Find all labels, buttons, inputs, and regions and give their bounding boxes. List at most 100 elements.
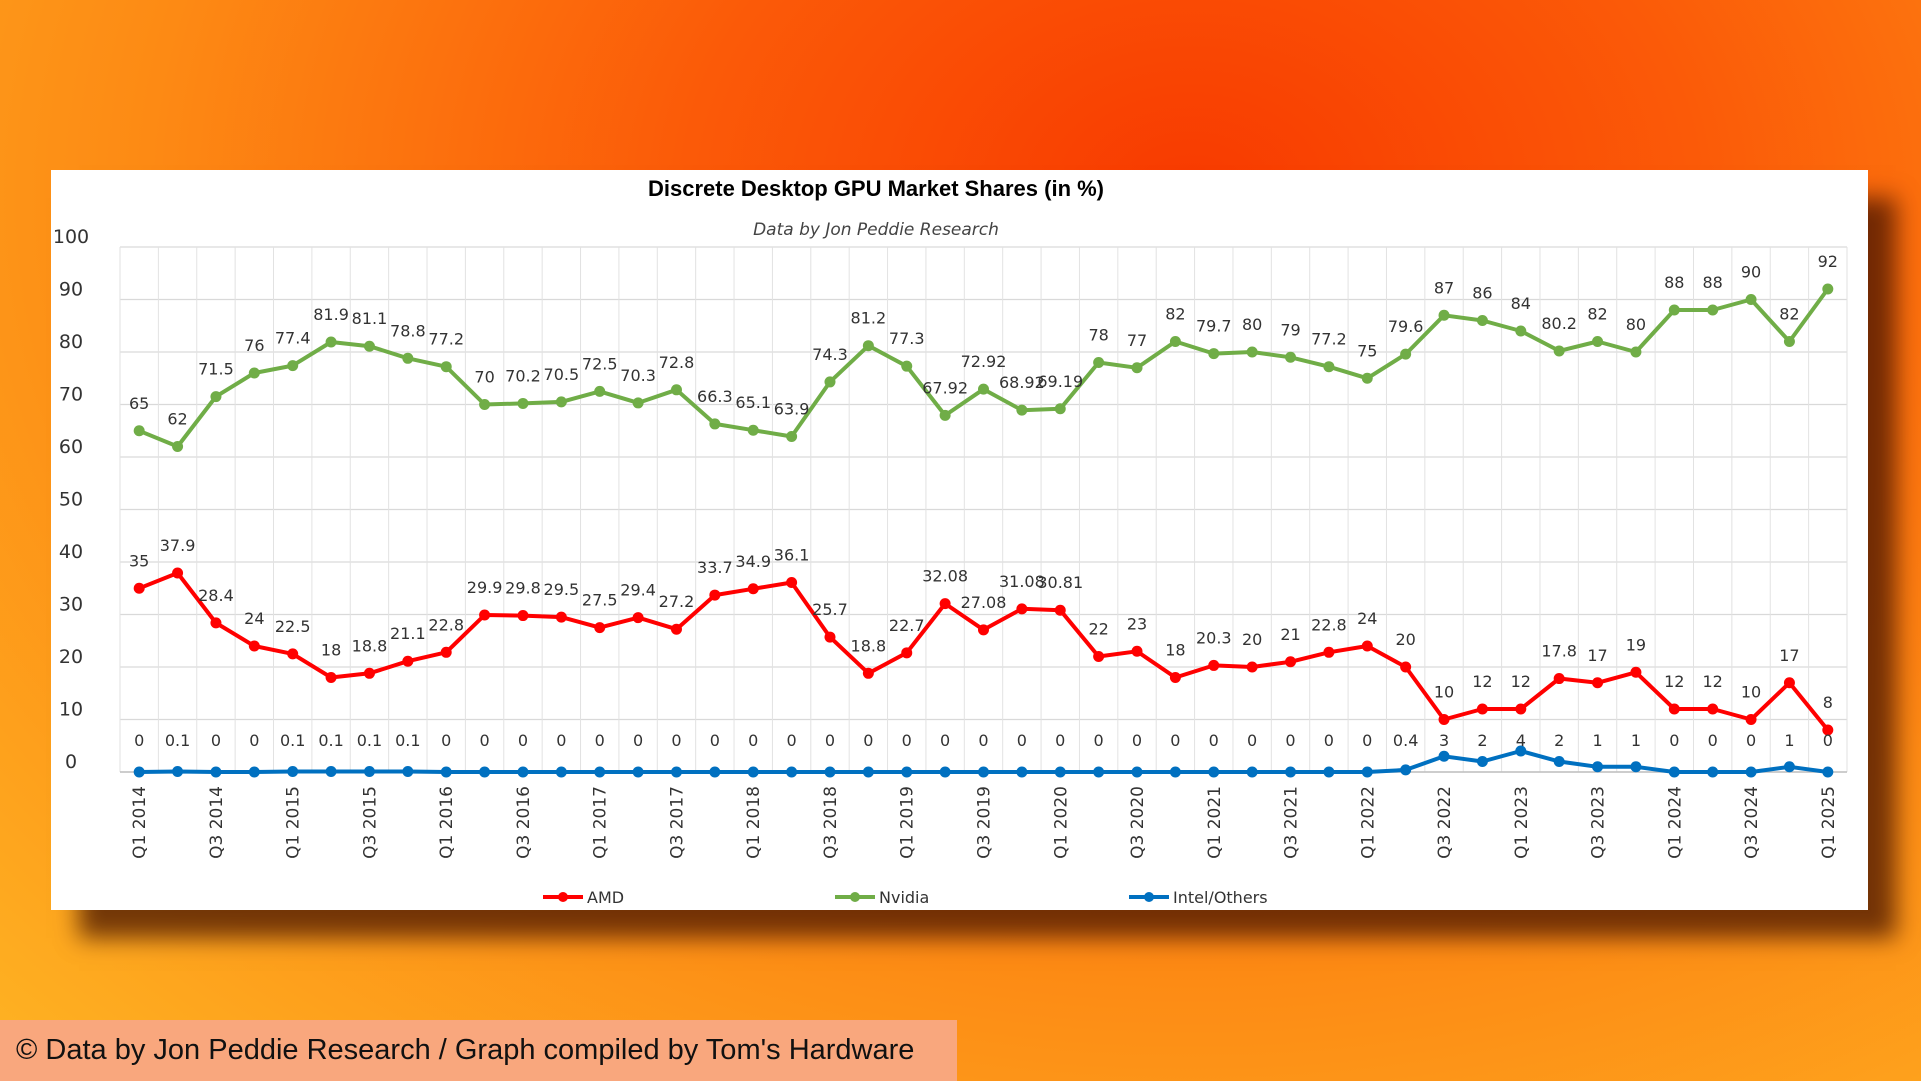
point-nvidia xyxy=(1016,404,1028,416)
data-label-intel-others: 0 xyxy=(1285,731,1295,750)
data-label-amd: 10 xyxy=(1434,683,1454,702)
data-label-intel-others: 0 xyxy=(978,731,988,750)
point-amd xyxy=(1822,724,1834,736)
data-label-amd: 22.8 xyxy=(1311,615,1347,634)
point-amd xyxy=(1361,640,1373,652)
point-intel-others xyxy=(1592,761,1604,773)
data-label-amd: 22.5 xyxy=(275,617,311,636)
data-label-amd: 28.4 xyxy=(198,586,234,605)
x-tick-label: Q3 2014 xyxy=(207,786,227,859)
point-nvidia xyxy=(1400,348,1412,360)
point-intel-others xyxy=(1169,766,1181,778)
data-label-nvidia: 66.3 xyxy=(697,387,733,406)
data-label-nvidia: 68.92 xyxy=(999,373,1045,392)
data-label-intel-others: 0.4 xyxy=(1393,731,1418,750)
data-label-amd: 35 xyxy=(129,551,149,570)
point-amd xyxy=(1515,703,1527,715)
data-label-amd: 18 xyxy=(321,641,341,660)
data-label-nvidia: 70.5 xyxy=(544,365,580,384)
data-label-intel-others: 0 xyxy=(518,731,528,750)
data-label-amd: 32.08 xyxy=(922,567,968,586)
point-nvidia xyxy=(978,383,989,395)
y-tick-label: 70 xyxy=(59,384,83,406)
point-amd xyxy=(1783,677,1795,689)
point-intel-others xyxy=(440,766,452,778)
point-nvidia xyxy=(901,360,913,372)
data-label-nvidia: 65 xyxy=(129,394,149,413)
point-nvidia xyxy=(1630,346,1642,358)
point-amd xyxy=(747,583,759,595)
point-amd xyxy=(555,611,567,623)
point-amd xyxy=(287,648,299,660)
point-intel-others xyxy=(1515,745,1527,757)
data-label-nvidia: 71.5 xyxy=(198,360,234,379)
data-label-amd: 29.9 xyxy=(467,578,503,597)
x-tick-label: Q1 2015 xyxy=(284,786,304,859)
point-amd xyxy=(632,612,644,624)
point-intel-others xyxy=(1131,766,1143,778)
x-tick-label: Q1 2021 xyxy=(1205,786,1225,859)
data-label-nvidia: 79.7 xyxy=(1196,317,1232,336)
data-label-nvidia: 72.8 xyxy=(659,353,695,372)
point-intel-others xyxy=(1668,766,1680,778)
point-amd xyxy=(1400,661,1412,673)
x-tick-label: Q1 2024 xyxy=(1665,786,1685,859)
x-tick-label: Q1 2017 xyxy=(591,786,611,859)
data-label-intel-others: 0 xyxy=(633,731,643,750)
point-nvidia xyxy=(325,336,337,348)
data-label-nvidia: 77.3 xyxy=(889,329,925,348)
point-intel-others xyxy=(555,766,567,778)
y-tick-label: 0 xyxy=(65,751,77,773)
x-tick-label: Q3 2024 xyxy=(1742,786,1762,859)
point-intel-others xyxy=(363,765,375,777)
x-tick-label: Q3 2020 xyxy=(1128,786,1148,859)
y-tick-label: 50 xyxy=(59,489,83,511)
point-intel-others xyxy=(248,766,260,778)
data-label-amd: 18 xyxy=(1165,641,1185,660)
data-label-intel-others: 0 xyxy=(1209,731,1219,750)
footer-credit-text: © Data by Jon Peddie Research / Graph co… xyxy=(16,1034,915,1066)
point-amd xyxy=(440,646,452,658)
data-label-amd: 27.08 xyxy=(961,593,1007,612)
point-amd xyxy=(670,623,682,635)
point-amd xyxy=(1323,646,1335,658)
point-nvidia xyxy=(440,361,452,373)
y-tick-label: 90 xyxy=(59,279,83,301)
point-intel-others xyxy=(1323,766,1335,778)
x-tick-label: Q3 2023 xyxy=(1589,786,1609,859)
data-label-nvidia: 81.2 xyxy=(851,309,887,328)
data-label-nvidia: 75 xyxy=(1357,341,1377,360)
data-label-intel-others: 0 xyxy=(249,731,259,750)
point-nvidia xyxy=(939,409,951,421)
point-nvidia xyxy=(1553,345,1565,357)
x-tick-label: Q3 2018 xyxy=(821,786,841,859)
point-intel-others xyxy=(1630,761,1642,773)
data-label-intel-others: 0 xyxy=(595,731,605,750)
data-label-nvidia: 65.1 xyxy=(735,393,771,412)
chart-title: Discrete Desktop GPU Market Shares (in %… xyxy=(648,176,1104,201)
legend: AMD Nvidia Intel/Others xyxy=(543,888,1268,907)
data-label-intel-others: 4 xyxy=(1516,731,1526,750)
data-label-nvidia: 78 xyxy=(1088,326,1108,345)
data-label-intel-others: 0 xyxy=(1055,731,1065,750)
data-label-amd: 22.7 xyxy=(889,616,925,635)
point-nvidia xyxy=(1208,348,1220,360)
point-amd xyxy=(1476,703,1488,715)
data-label-nvidia: 70.3 xyxy=(620,366,656,385)
point-amd xyxy=(862,667,874,679)
point-intel-others xyxy=(709,766,721,778)
data-label-intel-others: 0.1 xyxy=(318,731,343,750)
point-amd xyxy=(709,589,721,601)
data-label-amd: 18.8 xyxy=(851,636,887,655)
data-label-amd: 20 xyxy=(1395,630,1415,649)
data-label-intel-others: 0 xyxy=(863,731,873,750)
data-label-amd: 29.4 xyxy=(620,581,656,600)
point-nvidia xyxy=(479,399,491,410)
point-nvidia xyxy=(1438,309,1450,321)
chart-card: Discrete Desktop GPU Market Shares (in %… xyxy=(51,170,1868,910)
data-label-amd: 27.2 xyxy=(659,592,695,611)
y-tick-label: 30 xyxy=(59,594,83,616)
data-label-intel-others: 0 xyxy=(1708,731,1718,750)
data-label-amd: 12 xyxy=(1664,672,1684,691)
y-tick-label: 80 xyxy=(59,331,83,353)
